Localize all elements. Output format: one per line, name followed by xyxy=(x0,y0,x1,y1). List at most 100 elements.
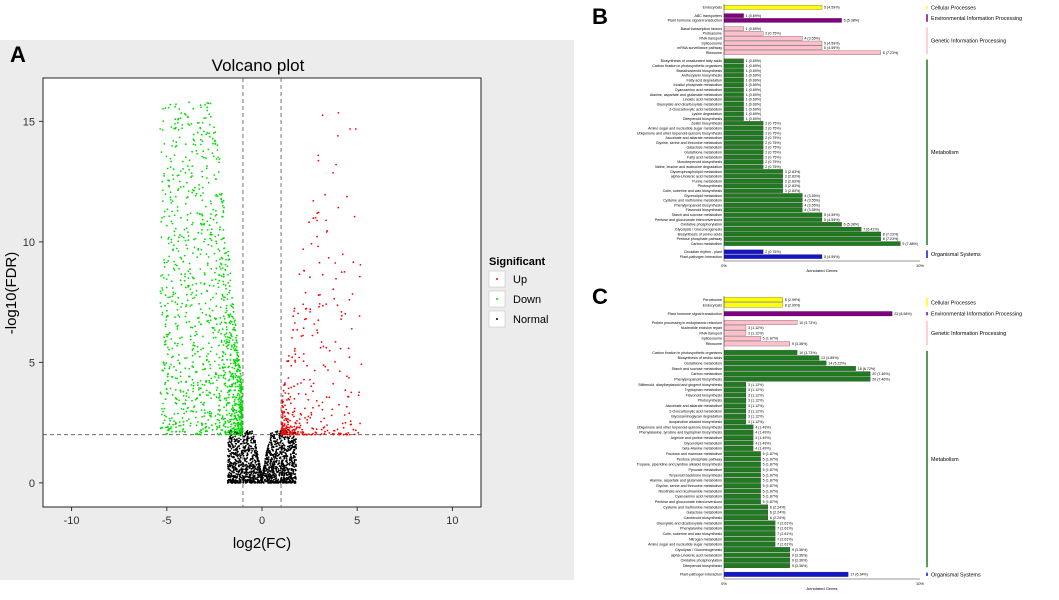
point-down xyxy=(241,406,243,409)
point-normal xyxy=(284,452,287,455)
point-normal xyxy=(244,442,246,445)
point-normal xyxy=(274,473,277,475)
point-up xyxy=(325,396,328,399)
point-normal xyxy=(272,474,275,477)
bar-value-label: 7 (2.61%) xyxy=(777,543,793,547)
point-up xyxy=(318,303,321,305)
point-down xyxy=(217,171,220,174)
bar-label: Pentose phosphate pathway xyxy=(677,457,723,461)
point-down xyxy=(163,266,166,268)
point-normal xyxy=(288,468,291,470)
point-normal xyxy=(243,457,246,460)
point-up xyxy=(343,414,346,416)
point-down xyxy=(240,421,243,424)
point-normal xyxy=(287,481,290,484)
point-normal xyxy=(281,459,283,462)
point-down xyxy=(194,186,196,189)
point-down xyxy=(233,362,236,365)
point-up xyxy=(340,314,343,317)
point-down xyxy=(238,383,241,386)
point-down xyxy=(233,328,236,331)
point-down xyxy=(173,154,176,157)
x-tick-label: 5 xyxy=(354,515,360,527)
bar-label: Nucleotide excision repair xyxy=(681,326,723,330)
point-normal xyxy=(293,481,296,484)
point-up xyxy=(288,429,291,431)
point-normal xyxy=(292,468,295,471)
point-down xyxy=(160,292,163,295)
point-down xyxy=(206,102,209,104)
bar-label: Inositol phosphate metabolism xyxy=(673,83,722,87)
point-normal xyxy=(252,479,254,481)
point-up xyxy=(281,422,283,424)
point-normal xyxy=(274,431,277,433)
point-normal xyxy=(253,450,256,452)
point-normal xyxy=(270,470,272,473)
point-down xyxy=(164,381,167,384)
point-down xyxy=(234,362,237,365)
point-normal xyxy=(261,475,264,477)
point-down xyxy=(162,422,165,424)
bar-4-21 xyxy=(723,154,764,160)
bar-4-28 xyxy=(723,493,761,499)
point-down xyxy=(221,205,224,207)
point-up xyxy=(309,276,311,279)
bar-value-label: 5 (1.87%) xyxy=(763,479,779,483)
point-down xyxy=(186,181,188,184)
point-up xyxy=(354,128,357,130)
point-down xyxy=(185,311,188,314)
point-down xyxy=(232,310,235,313)
point-normal xyxy=(272,465,274,468)
point-normal xyxy=(228,463,231,466)
point-normal xyxy=(279,472,281,474)
bar-label: Oxidative phosphorylation xyxy=(681,223,722,227)
point-down xyxy=(163,414,166,417)
point-normal xyxy=(245,470,248,473)
bar-value-label: 8 (7.23%) xyxy=(883,51,899,55)
point-down xyxy=(200,292,203,295)
point-normal xyxy=(230,441,232,444)
point-normal xyxy=(269,453,272,456)
point-normal xyxy=(288,449,291,451)
point-up xyxy=(287,387,290,390)
point-normal xyxy=(293,449,296,451)
point-down xyxy=(169,296,171,298)
point-down xyxy=(180,380,183,383)
x-tick-label: 10 xyxy=(446,515,458,527)
point-normal xyxy=(255,455,257,458)
bar-label: Protein processing in endoplasmic reticu… xyxy=(652,321,722,325)
point-down xyxy=(199,430,201,433)
point-normal xyxy=(262,468,265,470)
point-down xyxy=(229,389,231,392)
point-normal xyxy=(250,436,253,439)
point-down xyxy=(203,240,205,243)
bar-label: Circadian rhythm - plant xyxy=(684,250,722,254)
point-down xyxy=(223,317,226,320)
point-normal xyxy=(279,481,282,484)
point-normal xyxy=(228,465,230,468)
point-down xyxy=(188,320,191,323)
point-down xyxy=(184,286,187,289)
point-up xyxy=(288,427,291,429)
point-down xyxy=(164,323,167,326)
point-normal xyxy=(284,454,287,457)
point-up xyxy=(351,293,354,295)
point-normal xyxy=(228,445,231,447)
point-down xyxy=(176,303,179,306)
point-down xyxy=(181,430,184,432)
point-down xyxy=(174,389,177,391)
bar-value-label: 20 (7.46%) xyxy=(872,377,890,381)
point-up xyxy=(302,334,304,337)
point-down xyxy=(173,365,175,368)
point-normal xyxy=(266,449,268,452)
point-up xyxy=(284,432,287,435)
point-down xyxy=(160,236,163,239)
point-down xyxy=(196,350,199,353)
point-down xyxy=(162,410,165,413)
point-down xyxy=(240,426,243,429)
bar-label: Glyoxylate and dicarboxylate metabolism xyxy=(657,102,722,106)
point-down xyxy=(230,348,233,351)
point-down xyxy=(218,249,221,252)
volcano-plot-area xyxy=(42,77,482,508)
point-normal xyxy=(276,431,278,433)
